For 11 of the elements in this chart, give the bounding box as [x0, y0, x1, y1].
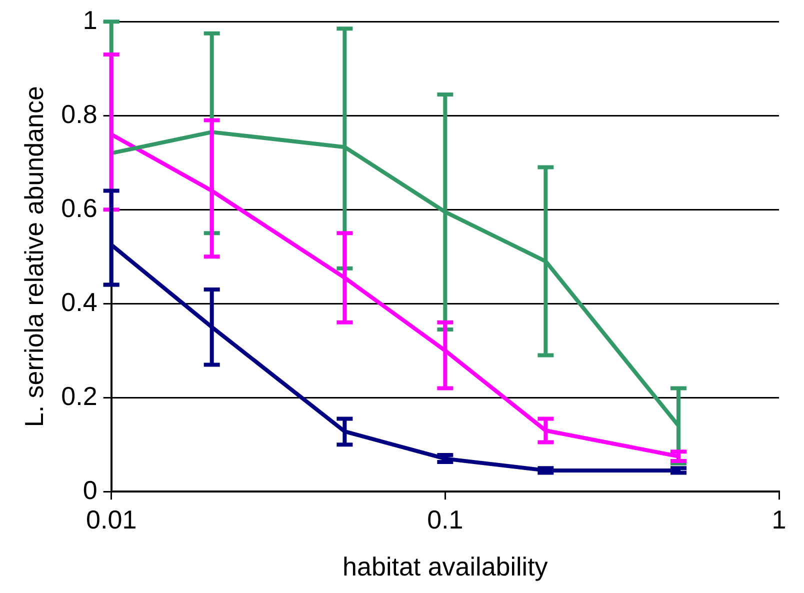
x-tick-label: 0.1	[427, 504, 464, 534]
y-tick-label: 1	[82, 4, 98, 35]
y-tick-label: 0.8	[61, 98, 98, 129]
x-axis-title: habitat availability	[342, 552, 548, 582]
y-tick-label: 0.4	[61, 286, 98, 317]
y-tick-label: 0.6	[61, 192, 98, 223]
x-tick-label: 0.01	[86, 504, 137, 534]
y-tick-label: 0.2	[61, 380, 98, 411]
y-axis-title: L. serriola relative abundance	[18, 86, 49, 428]
x-tick-label: 1	[772, 504, 786, 534]
y-tick-label: 0	[82, 474, 98, 505]
